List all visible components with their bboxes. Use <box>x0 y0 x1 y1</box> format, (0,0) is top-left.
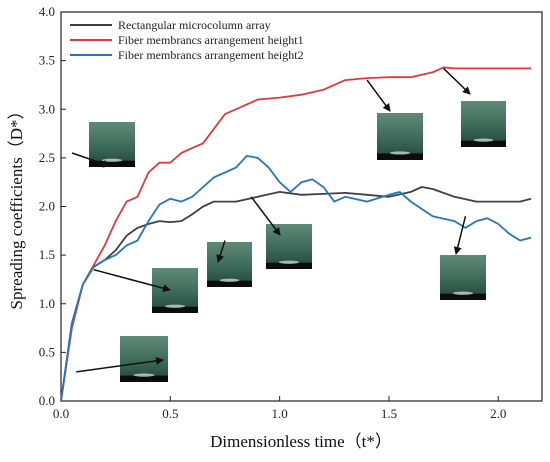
y-tick-label: 0.5 <box>39 344 55 359</box>
annotation-arrow <box>453 216 467 255</box>
annotation-arrow <box>443 67 471 95</box>
x-axis: 0.0 0.5 1.0 1.5 2.0 <box>53 396 506 421</box>
y-tick-label: 1.0 <box>39 296 55 311</box>
annotation-arrow <box>76 356 164 373</box>
y-tick-label: 4.0 <box>39 4 55 19</box>
y-tick-label: 1.5 <box>39 247 55 262</box>
y-tick-label: 0.0 <box>39 393 55 408</box>
annotation-arrow <box>366 79 391 112</box>
y-axis-title: Spreading coefficients（D*） <box>7 103 26 310</box>
annotation-arrow <box>250 196 281 236</box>
annotation-arrow <box>71 152 111 168</box>
y-tick-label: 3.0 <box>39 101 55 116</box>
legend-label: Fiber membrancs arrangement height2 <box>118 48 304 62</box>
legend-label: Rectangular microcolumn array <box>118 18 271 32</box>
inset-photo <box>89 122 135 167</box>
inset-photo <box>207 242 252 287</box>
inset-photo <box>152 268 198 313</box>
x-tick-label: 1.0 <box>272 406 288 421</box>
inset-photo <box>461 101 506 147</box>
x-tick-label: 2.0 <box>490 406 506 421</box>
x-axis-title: Dimensionless time（t*） <box>210 432 392 451</box>
inset-photo <box>120 336 168 382</box>
series-group <box>60 66 532 402</box>
inset-photo <box>266 224 312 269</box>
inset-photos <box>71 67 506 382</box>
annotation-arrow <box>216 240 226 263</box>
x-tick-label: 1.5 <box>381 406 397 421</box>
x-tick-label: 0.0 <box>53 406 69 421</box>
series-line-1 <box>60 186 532 402</box>
y-axis: 0.0 0.5 1.0 1.5 2.0 2.5 3.0 3.5 4.0 <box>39 4 66 408</box>
inset-photo <box>440 255 486 300</box>
y-tick-label: 3.5 <box>39 53 55 68</box>
inset-photo <box>377 113 423 160</box>
legend-label: Fiber membrancs arrangement height1 <box>118 33 304 47</box>
series-line-2 <box>60 66 532 402</box>
x-tick-label: 0.5 <box>162 406 178 421</box>
y-tick-label: 2.0 <box>39 199 55 214</box>
y-tick-label: 2.5 <box>39 150 55 165</box>
series-line-3 <box>60 154 532 402</box>
annotation-arrow <box>93 268 171 293</box>
